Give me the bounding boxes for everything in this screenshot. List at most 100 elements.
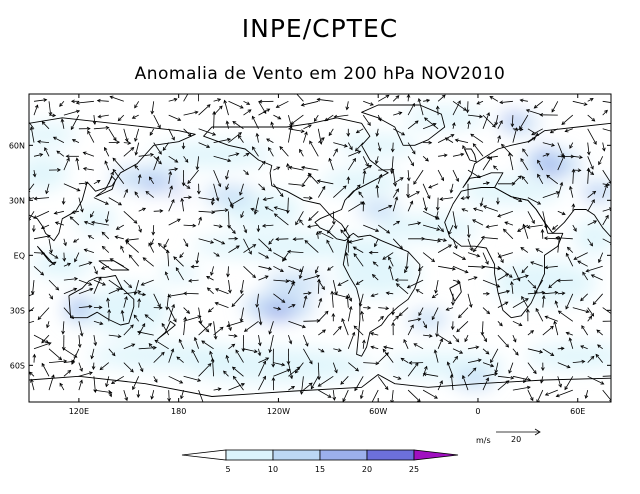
wind-vector [358, 293, 364, 308]
wind-vector [482, 112, 490, 129]
wind-vector [231, 293, 244, 308]
wind-vector [110, 375, 125, 385]
wind-vector [587, 128, 597, 145]
wind-vector [316, 97, 334, 102]
wind-vector [33, 234, 51, 240]
wind-vector [108, 197, 123, 206]
wind-vector [520, 247, 529, 253]
wind-vector [431, 293, 439, 299]
wind-vector [572, 307, 590, 314]
wind-vector [490, 348, 499, 364]
wind-vector [520, 157, 529, 171]
wind-vector [406, 183, 410, 198]
wind-vector [33, 210, 50, 219]
wind-vector [363, 305, 372, 310]
wind-vector [406, 94, 411, 102]
wind-vector [355, 128, 364, 134]
wind-vector [148, 342, 155, 350]
wind-vector [176, 356, 184, 363]
wind-vector [368, 250, 379, 255]
wind-vector [358, 191, 364, 198]
wind-vector [359, 389, 364, 400]
wind-vector [557, 210, 566, 216]
wind-vector [566, 246, 574, 253]
wind-vector [508, 362, 514, 374]
wind-vector [168, 170, 173, 184]
wind-vector [299, 148, 304, 157]
wind-vector [377, 173, 383, 184]
wind-vector [512, 197, 523, 202]
wind-vector [431, 307, 439, 321]
latitude-axis: 60N 30N EQ 30S 60S [9, 141, 611, 370]
wind-vector [360, 310, 365, 322]
wind-vector [213, 98, 222, 102]
wind-vector [408, 221, 422, 226]
wind-vector [393, 128, 406, 136]
wind-vector [504, 221, 514, 226]
wind-vector [93, 179, 101, 185]
wind-vector [268, 321, 274, 335]
wind-vector [44, 147, 50, 157]
latitude-label: 60S [10, 361, 25, 370]
wind-vector [123, 279, 133, 289]
wind-vector [93, 389, 113, 395]
wind-vector [125, 240, 139, 253]
wind-vector [422, 372, 439, 377]
wind-vector [273, 293, 286, 303]
wind-vector [523, 376, 529, 384]
wind-vector [512, 385, 531, 391]
wind-vector [437, 224, 444, 233]
wind-vector [137, 173, 142, 184]
wind-vector [407, 120, 419, 130]
wind-vector [83, 220, 95, 226]
wind-vector [422, 156, 429, 162]
wind-vector [473, 207, 484, 212]
wind-vector [450, 321, 455, 331]
wind-vector [451, 122, 456, 129]
colorbar-tick-label: 10 [268, 465, 278, 474]
wind-vector [33, 98, 48, 102]
wind-vector [423, 98, 431, 103]
wind-vector [602, 109, 608, 116]
wind-vector [261, 223, 274, 228]
wind-vector [561, 114, 574, 125]
wind-vector [109, 95, 124, 102]
wind-vector [303, 318, 321, 323]
wind-vector [345, 294, 350, 308]
wind-vector [437, 244, 453, 253]
wind-vector [497, 210, 514, 218]
wind-vector [243, 348, 258, 354]
wind-vector [522, 223, 529, 239]
wind-vector [213, 183, 220, 202]
wind-vector [134, 128, 140, 142]
wind-vector [362, 156, 369, 167]
wind-vector [63, 369, 72, 377]
wind-vector [123, 324, 134, 336]
wind-vector [602, 128, 611, 132]
wind-vector [228, 100, 244, 109]
wind-vector [403, 338, 409, 349]
wind-vector [232, 121, 244, 130]
wind-vector [288, 334, 293, 345]
wind-vector [303, 291, 312, 296]
wind-vector [300, 165, 319, 171]
wind-vector [343, 224, 349, 232]
wind-vector [332, 362, 338, 374]
wind-vector [363, 100, 374, 106]
wind-vector [413, 343, 424, 350]
wind-vector [497, 135, 501, 143]
wind-vector [273, 114, 282, 120]
wind-vector [114, 235, 124, 240]
wind-vector [213, 208, 229, 213]
wind-vector [101, 231, 110, 240]
wind-vector [29, 320, 35, 324]
wind-vector [268, 146, 274, 157]
wind-vector [168, 185, 173, 198]
wind-vector [228, 245, 240, 253]
wind-vector [228, 132, 242, 143]
wind-vector [188, 278, 199, 283]
wind-vector [271, 376, 276, 391]
wind-vector [502, 228, 514, 240]
wind-vector [288, 366, 301, 377]
wind-vector [466, 183, 470, 200]
